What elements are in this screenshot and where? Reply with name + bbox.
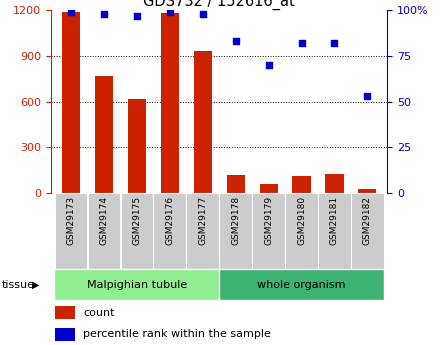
Text: percentile rank within the sample: percentile rank within the sample [83,329,271,339]
Text: GSM29176: GSM29176 [165,196,174,245]
Bar [259,184,278,193]
Text: GSM29175: GSM29175 [132,196,142,245]
Bar [219,269,384,300]
Text: count: count [83,308,115,318]
Point [166,9,173,15]
Bar [62,12,80,193]
Text: GSM29174: GSM29174 [99,196,109,245]
Point [298,40,305,46]
Bar [227,175,245,193]
Text: Malpighian tubule: Malpighian tubule [87,280,187,289]
Bar [128,99,146,193]
Bar [121,193,153,269]
Text: GSM29181: GSM29181 [330,196,339,245]
Bar [55,306,75,319]
Title: GDS732 / 152616_at: GDS732 / 152616_at [143,0,295,10]
Bar [219,193,252,269]
Bar [55,193,87,269]
Bar [154,193,186,269]
Point [232,39,239,44]
Bar [252,193,285,269]
Bar [358,189,376,193]
Bar [55,328,75,341]
Text: GSM29179: GSM29179 [264,196,273,245]
Text: GSM29178: GSM29178 [231,196,240,245]
Bar [161,13,179,193]
Point [364,93,371,99]
Bar [95,76,113,193]
Point [133,13,140,19]
Text: GSM29173: GSM29173 [66,196,76,245]
Text: GSM29182: GSM29182 [363,196,372,245]
Bar [88,193,120,269]
Bar [285,193,318,269]
Bar [318,193,351,269]
Bar [351,193,384,269]
Bar [54,269,219,300]
Bar [194,51,212,193]
Bar [186,193,219,269]
Bar [292,176,311,193]
Text: tissue: tissue [2,280,35,289]
Point [199,11,206,17]
Point [331,40,338,46]
Text: GSM29177: GSM29177 [198,196,207,245]
Bar [325,174,344,193]
Point [67,9,74,15]
Text: whole organism: whole organism [257,280,346,289]
Text: GSM29180: GSM29180 [297,196,306,245]
Point [100,11,107,17]
Point [265,62,272,68]
Text: ▶: ▶ [32,280,40,289]
